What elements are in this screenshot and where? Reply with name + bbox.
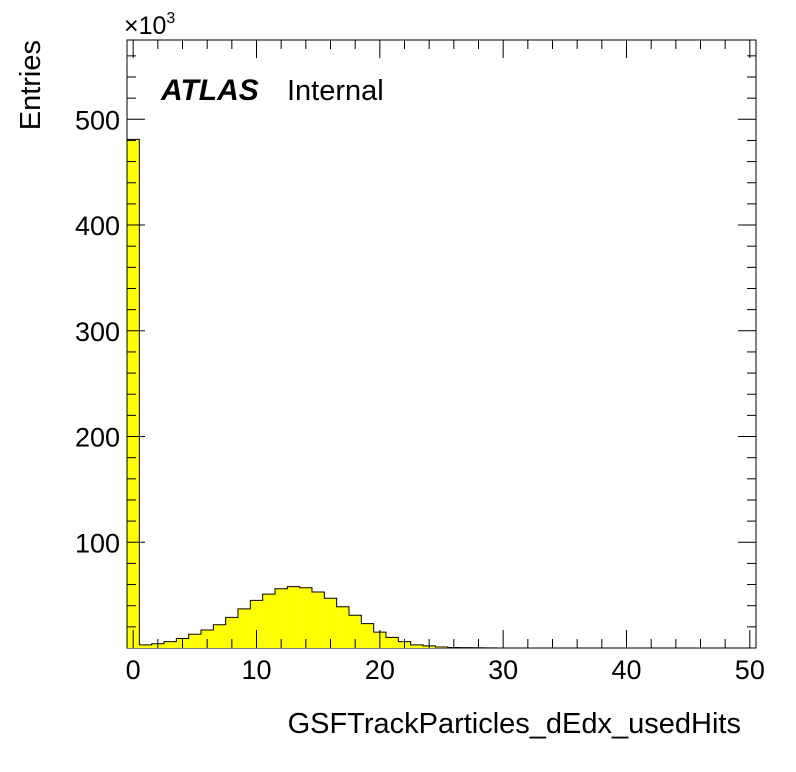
atlas-internal-label: Internal	[287, 75, 384, 107]
histogram-bar	[410, 644, 423, 648]
atlas-label: ATLAS	[160, 74, 259, 107]
x-tick-label: 10	[241, 655, 271, 685]
histogram-bar	[349, 615, 362, 648]
histogram-bar	[312, 591, 325, 648]
histogram-bar	[238, 608, 251, 648]
y-multiplier-exponent: 3	[166, 10, 175, 27]
x-tick-label: 50	[735, 655, 765, 685]
histogram-bar	[299, 587, 312, 648]
histogram-bar	[213, 624, 226, 648]
histogram-bar	[275, 588, 288, 648]
y-axis-label: Entries	[15, 40, 47, 130]
y-tick-label: 100	[75, 528, 120, 558]
x-tick-label: 0	[126, 655, 141, 685]
y-multiplier: ×103	[124, 10, 175, 40]
plot-frame	[126, 39, 757, 649]
histogram-bars	[127, 139, 497, 648]
x-axis-label: GSFTrackParticles_dEdx_usedHits	[288, 708, 741, 740]
x-tick-label: 20	[365, 655, 395, 685]
histogram-bar	[336, 606, 349, 648]
histogram-bar	[361, 623, 374, 648]
histogram-bar	[250, 600, 263, 648]
histogram-bar	[139, 644, 152, 648]
axis-ticks	[127, 40, 756, 648]
histogram-bar	[164, 641, 177, 648]
y-tick-label: 300	[75, 317, 120, 347]
histogram-bar	[225, 617, 238, 648]
histogram-bar	[435, 646, 448, 648]
x-tick-labels: 0 10 20 30 40 50	[126, 655, 765, 685]
histogram-bar	[262, 594, 275, 648]
y-tick-label: 400	[75, 211, 120, 241]
y-tick-labels: 100 200 300 400 500	[75, 105, 120, 558]
histogram-outline	[126, 138, 756, 649]
y-tick-label: 500	[75, 105, 120, 135]
histogram-bar	[324, 598, 337, 648]
histogram-bar	[188, 634, 201, 648]
x-tick-label: 40	[611, 655, 641, 685]
histogram-bar	[127, 139, 140, 648]
histogram-step-line	[126, 138, 756, 649]
x-tick-label: 30	[488, 655, 518, 685]
y-tick-label: 200	[75, 423, 120, 453]
histogram-bar	[287, 586, 300, 648]
histogram-bar	[386, 637, 399, 648]
